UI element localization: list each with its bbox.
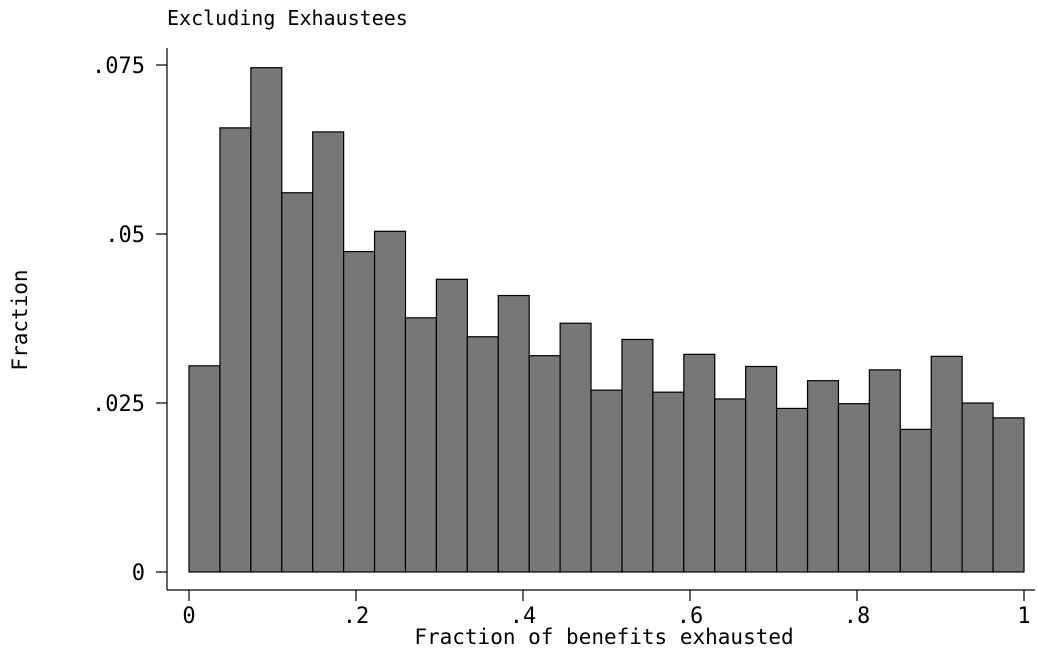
histogram-bar (992, 417, 1025, 573)
histogram-bar (312, 131, 345, 573)
histogram-bar (373, 230, 407, 573)
y-tick-label: .025 (92, 392, 145, 417)
x-axis-label: Fraction of benefits exhausted (414, 625, 793, 649)
y-tick-label: .05 (105, 223, 145, 248)
histogram-bar (683, 353, 716, 573)
histogram-bar (714, 398, 747, 573)
bars-group (188, 67, 1025, 573)
histogram-bar (621, 338, 654, 573)
histogram-bar (219, 127, 252, 573)
x-tick-label: .4 (510, 604, 537, 629)
histogram-bar (590, 389, 623, 573)
histogram-bar (281, 192, 314, 573)
histogram-bar (497, 294, 530, 573)
histogram-bar (961, 402, 994, 573)
histogram-bar (466, 336, 499, 573)
y-ticks-group: 0 .025 .05 .075 (92, 54, 167, 586)
histogram-bar (404, 317, 438, 573)
histogram-bar (837, 403, 870, 573)
histogram-bar (250, 67, 283, 573)
y-tick-label: .075 (92, 54, 145, 79)
histogram-bar (343, 250, 376, 573)
x-tick-label: .2 (343, 604, 370, 629)
x-tick-label: 0 (182, 604, 195, 629)
histogram-bar (899, 428, 932, 573)
histogram-bar (868, 369, 901, 573)
x-ticks-group: 0 .2 .4 .6 .8 1 (182, 590, 1031, 629)
histogram-bar (559, 322, 592, 573)
y-axis-label: Fraction (8, 269, 32, 370)
x-tick-label: .8 (844, 604, 871, 629)
histogram-bar (188, 365, 221, 573)
histogram-bar (652, 391, 685, 573)
chart-title: Excluding Exhaustees (167, 6, 408, 30)
histogram-bar (435, 278, 468, 573)
histogram-bar (745, 365, 778, 573)
histogram-bar (528, 355, 561, 573)
x-tick-label: 1 (1017, 604, 1030, 629)
x-tick-label: .6 (677, 604, 704, 629)
histogram-bar (930, 355, 963, 573)
y-tick-label: 0 (132, 561, 145, 586)
histogram-bar (775, 407, 809, 573)
histogram-bar (806, 380, 840, 573)
